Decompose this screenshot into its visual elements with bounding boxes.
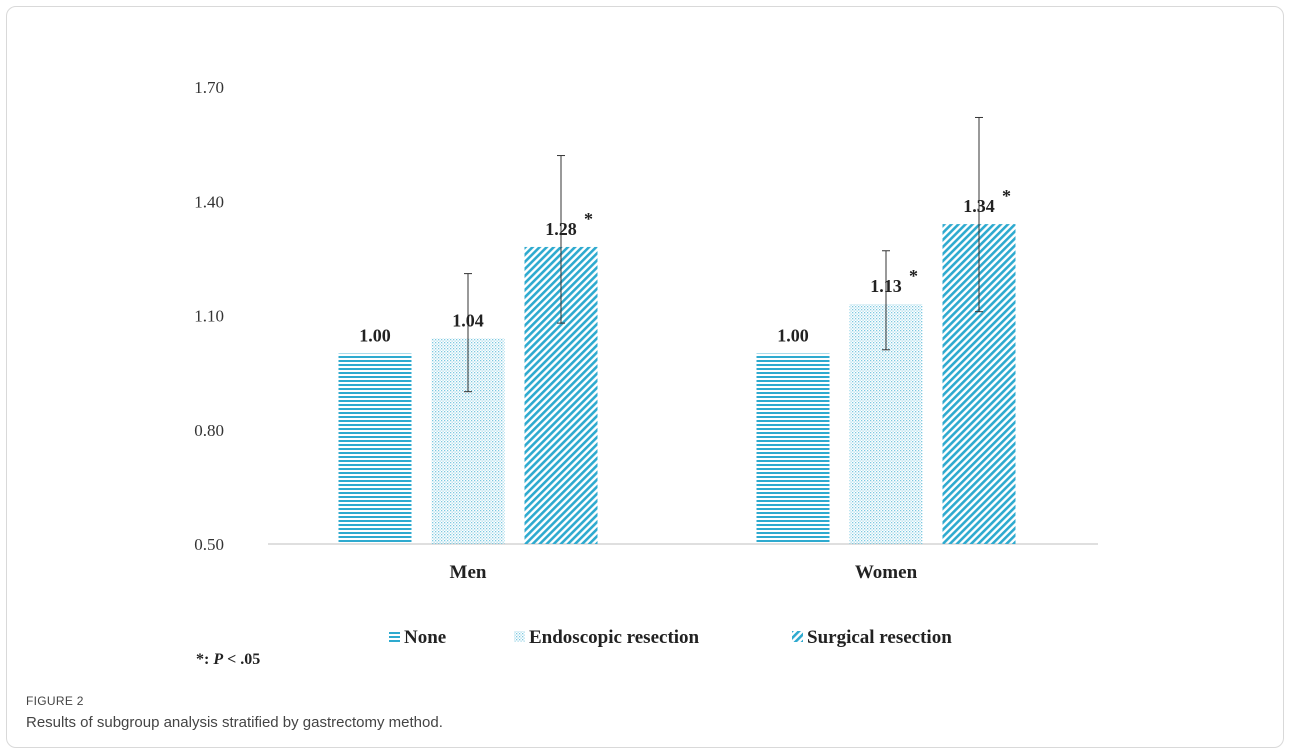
value-label: 1.34	[963, 196, 995, 216]
error-bar	[557, 155, 565, 324]
legend-label: Surgical resection	[807, 627, 952, 648]
significance-footnote: *: P < .05	[196, 651, 260, 668]
error-bars-group	[464, 116, 983, 393]
significance-star: *	[909, 266, 918, 286]
figure-caption: Results of subgroup analysis stratified …	[26, 714, 443, 731]
error-bar	[882, 250, 890, 351]
value-label: 1.28	[545, 219, 577, 239]
y-tick-label: 1.40	[194, 192, 224, 211]
x-axis-category-labels: Men Women	[450, 562, 918, 583]
significance-star: *	[1002, 186, 1011, 206]
figure-label: FIGURE 2	[26, 694, 84, 708]
y-tick-label: 1.70	[194, 78, 224, 97]
x-category-label: Women	[855, 562, 918, 583]
y-tick-label: 1.10	[194, 307, 224, 326]
footnote-p: P	[212, 651, 223, 668]
value-label: 1.00	[359, 326, 391, 346]
y-axis-tick-labels: 1.70 1.40 1.10 0.80 0.50	[194, 78, 224, 554]
value-label: 1.04	[452, 310, 484, 330]
footnote-symbol: *:	[196, 651, 209, 668]
legend-item-horizontal: None	[389, 627, 446, 648]
legend-swatch	[389, 631, 400, 642]
error-bar	[464, 273, 472, 393]
bar-chart: 1.701.401.100.800.50 1.001.041.28 *1.001.…	[194, 78, 1098, 668]
legend-label: None	[404, 627, 446, 648]
bar-men-horizontal	[338, 353, 412, 544]
figure-frame	[6, 6, 1284, 748]
legend: None Endoscopic resection Surgical resecti…	[389, 627, 952, 648]
legend-swatch	[514, 631, 525, 642]
footnote-threshold: < .05	[227, 651, 260, 668]
legend-swatch	[792, 631, 803, 642]
value-label: 1.00	[777, 326, 809, 346]
legend-label: Endoscopic resection	[529, 627, 700, 648]
bar-women-horizontal	[756, 353, 830, 544]
value-labels-group: 1.00 1.04 1.28 * 1.00 1.13 * 1.34 *	[359, 186, 1011, 345]
significance-star: *	[584, 209, 593, 229]
y-tick-label: 0.50	[194, 535, 224, 554]
legend-item-diagonal: Surgical resection	[792, 627, 952, 648]
y-tick-label: 0.80	[194, 421, 224, 440]
legend-item-dotted: Endoscopic resection	[514, 627, 700, 648]
x-category-label: Men	[450, 562, 487, 583]
value-label: 1.13	[870, 276, 902, 296]
error-bar	[975, 116, 983, 313]
